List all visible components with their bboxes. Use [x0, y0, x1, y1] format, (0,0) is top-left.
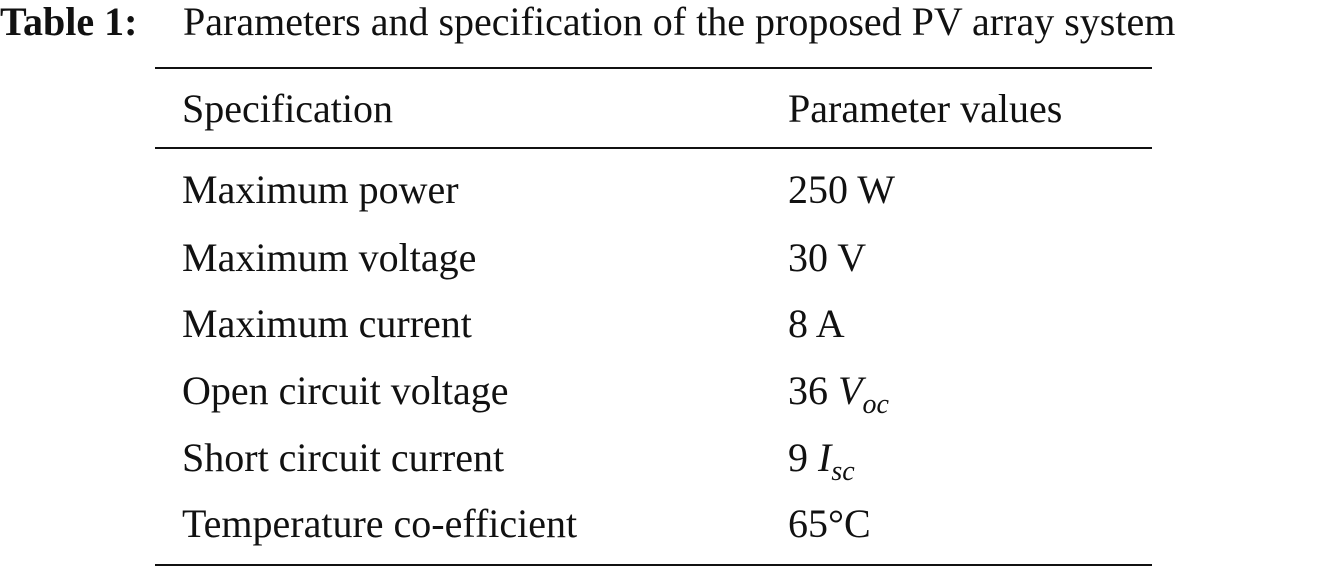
header-cell: Specification	[182, 86, 394, 131]
value-symbol: I	[818, 435, 832, 480]
value-cell: 65°C	[788, 501, 871, 546]
value-cell: 250 W	[788, 167, 896, 212]
spec-cell: Temperature co-efficient	[182, 501, 578, 546]
value-cell: 9 Isc	[788, 435, 855, 488]
caption-label: Table 1:	[0, 0, 138, 44]
spec-cell: Maximum power	[182, 167, 459, 212]
value-cell: 8 A	[788, 301, 845, 346]
spec-cell: Maximum current	[182, 301, 472, 346]
spec-cell: Open circuit voltage	[182, 368, 509, 413]
value-subscript: sc	[831, 456, 855, 487]
spec-cell: Maximum voltage	[182, 235, 477, 280]
caption-text: Parameters and specification of the prop…	[183, 0, 1176, 44]
value-cell: 30 V	[788, 235, 867, 280]
value-symbol: V	[838, 368, 863, 413]
value-cell: 36 Voc	[788, 368, 889, 421]
value-subscript: oc	[862, 389, 889, 420]
top-rule	[155, 67, 1152, 69]
bottom-rule	[155, 564, 1152, 566]
header-cell: Parameter values	[788, 86, 1063, 131]
value-number: 36	[788, 368, 828, 413]
mid-rule	[155, 147, 1152, 149]
spec-cell: Short circuit current	[182, 435, 505, 480]
value-number: 9	[788, 435, 808, 480]
